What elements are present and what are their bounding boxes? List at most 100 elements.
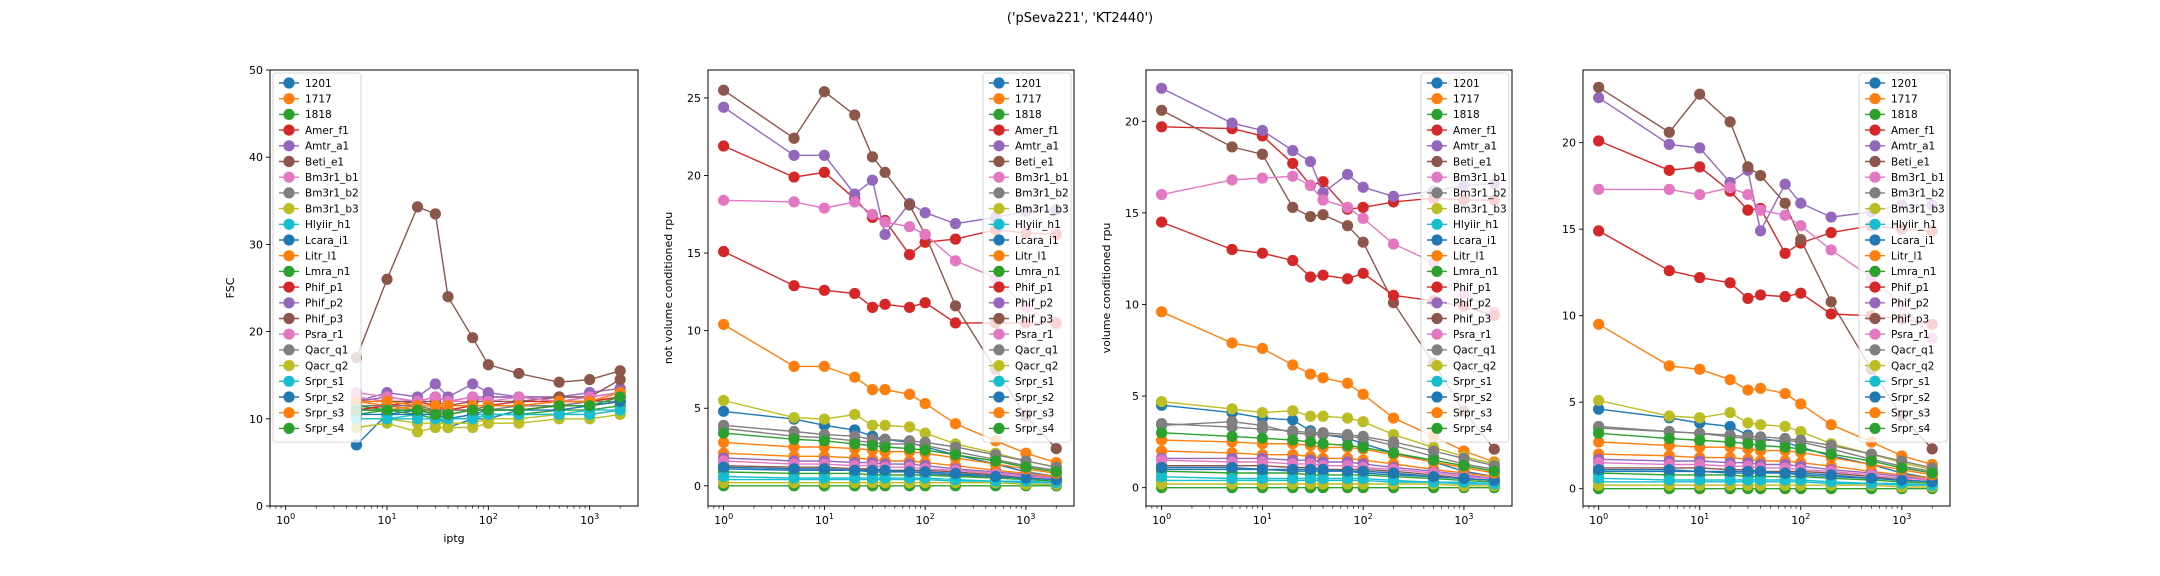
legend-entry: Amer_f1 [989, 124, 1059, 137]
data-point [949, 218, 962, 230]
legend-marker [1431, 124, 1443, 136]
legend-entry: Qacr_q2 [1865, 360, 1934, 372]
legend-marker [283, 124, 295, 136]
data-point [1256, 472, 1268, 485]
legend-entry: Amtr_a1 [1427, 140, 1497, 153]
legend-marker [283, 140, 295, 152]
legend-label: Bm3r1_b3 [1891, 203, 1945, 215]
legend-marker [1869, 375, 1881, 387]
data-point [879, 472, 891, 484]
legend-marker [993, 360, 1005, 372]
data-point [879, 441, 891, 453]
data-point [1256, 124, 1268, 137]
legend-label: Phif_p3 [1453, 313, 1491, 325]
legend-marker [283, 391, 295, 403]
data-point [788, 441, 800, 453]
series-Qacr_q1 [1156, 417, 1500, 472]
data-point [442, 400, 454, 412]
data-point [866, 174, 879, 186]
data-point [879, 228, 891, 241]
legend-marker [283, 297, 295, 309]
legend-entry: Hlyiir_h1 [279, 218, 351, 231]
data-point [849, 188, 861, 200]
legend-entry: Amer_f1 [279, 124, 349, 137]
data-point [1795, 434, 1807, 446]
data-point [1317, 472, 1329, 485]
legend-label: Srpr_s4 [1015, 423, 1055, 435]
legend-marker [993, 234, 1005, 246]
legend-marker [1869, 203, 1881, 215]
data-point [1156, 395, 1168, 408]
y-tick-label: 5 [1132, 390, 1139, 403]
y-tick-label: 40 [249, 151, 263, 164]
data-point [614, 373, 626, 386]
legend-label: Amer_f1 [305, 125, 349, 137]
data-point [1304, 271, 1317, 283]
data-point [442, 291, 454, 303]
data-point [1694, 474, 1706, 486]
legend-marker [1431, 171, 1443, 183]
data-point [1304, 410, 1317, 422]
data-point [1663, 183, 1675, 195]
series-Srpr_s2 [718, 461, 1062, 486]
data-point [1795, 398, 1807, 410]
data-point [614, 391, 626, 403]
legend: 1201 1717 1818 Amer_f1 Amtr_a1 Beti_e1 Bm3r1_b… [272, 72, 362, 443]
data-point [949, 467, 962, 480]
legend-label: Phif_p2 [305, 298, 343, 310]
data-point [989, 470, 1002, 483]
data-point [788, 433, 800, 445]
legend-label: Phif_p1 [1891, 282, 1929, 294]
data-point [1226, 421, 1238, 433]
legend-entry: Phif_p1 [1427, 281, 1491, 294]
legend-label: Srpr_s2 [305, 392, 344, 404]
legend-label: Srpr_s3 [1453, 408, 1492, 420]
data-point [949, 233, 962, 245]
legend-entry: Qacr_q2 [279, 360, 348, 372]
legend-label: Bm3r1_b1 [1453, 172, 1507, 184]
data-point [1694, 188, 1706, 201]
legend-entry: Phif_p3 [989, 312, 1053, 325]
legend-entry: Amtr_a1 [989, 140, 1059, 153]
legend-entry: Srpr_s4 [989, 422, 1055, 435]
data-point [1458, 460, 1470, 472]
data-point [1742, 465, 1754, 477]
legend-entry: Phif_p1 [1865, 281, 1929, 294]
legend-label: Bm3r1_b3 [1015, 203, 1069, 215]
legend-label: Srpr_s1 [1453, 376, 1492, 388]
data-point [1287, 170, 1299, 182]
data-point [1724, 420, 1736, 433]
legend-marker [1869, 422, 1881, 434]
data-point [1287, 157, 1299, 170]
legend-label: Srpr_s4 [1891, 423, 1931, 435]
legend-label: Qacr_q2 [305, 360, 348, 372]
legend-label: Bm3r1_b1 [305, 172, 359, 184]
data-point [788, 425, 800, 438]
legend-entry: Srpr_s1 [989, 375, 1054, 388]
series-Srpr_s4 [1156, 427, 1500, 477]
legend-marker [993, 124, 1005, 136]
data-point [1287, 254, 1299, 267]
legend-marker [1431, 250, 1443, 262]
legend-entry: Bm3r1_b2 [279, 187, 359, 200]
data-point [1663, 360, 1675, 372]
data-point [818, 472, 830, 484]
x-tick-label: 102 [479, 512, 498, 527]
data-point [849, 438, 861, 450]
data-point [1304, 472, 1317, 485]
data-point [1287, 425, 1299, 437]
x-tick-label: 101 [1253, 512, 1272, 527]
legend-marker [1869, 391, 1881, 403]
data-point [1256, 172, 1268, 184]
data-point [1458, 472, 1470, 485]
data-point [1724, 277, 1736, 289]
data-point [1754, 382, 1767, 394]
data-point [1357, 201, 1369, 213]
data-point [1795, 197, 1807, 209]
data-point [818, 86, 830, 98]
legend-entry: Lmra_n1 [989, 265, 1060, 278]
data-point [919, 436, 931, 448]
data-point [1304, 436, 1317, 448]
data-point [1050, 442, 1062, 455]
legend-marker [993, 328, 1005, 340]
